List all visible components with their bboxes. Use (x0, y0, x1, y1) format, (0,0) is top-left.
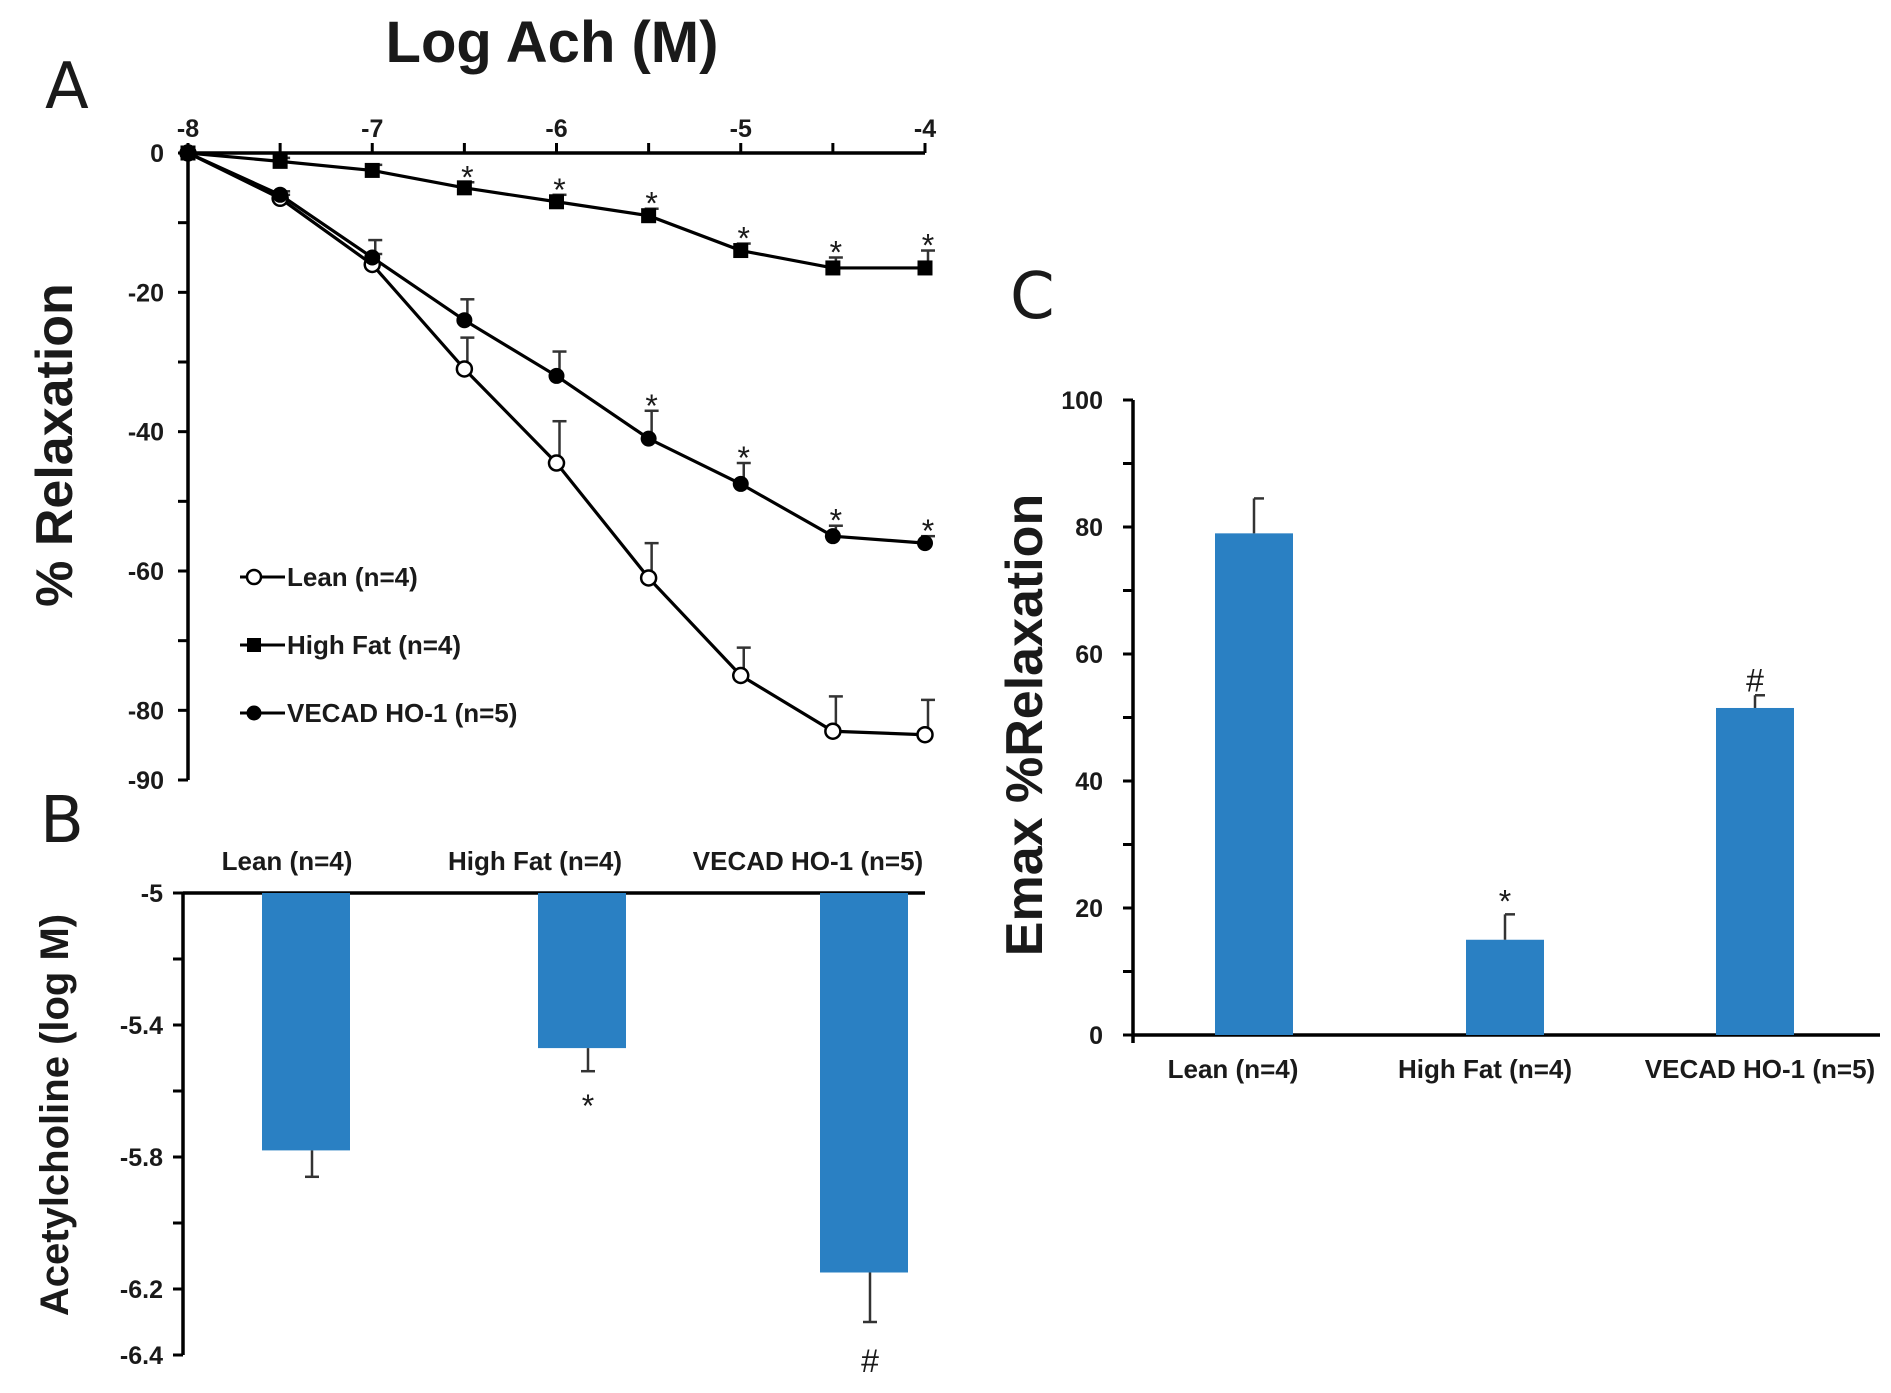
panel-a-y-tick-label: -40 (128, 419, 164, 447)
panel-a-point-open-circle (824, 722, 842, 740)
panel-c-y-tick-label: 40 (1075, 768, 1103, 796)
panel-a-significance-mark: * (922, 513, 934, 549)
panel-a-significance-mark: * (922, 228, 934, 264)
panel-a-significance-mark: * (461, 159, 473, 195)
panel-a-point-filled-circle (824, 528, 841, 545)
panel-a-point-square (641, 208, 657, 224)
panel-b-category-label: Lean (n=4) (222, 846, 353, 876)
panel-a-significance-mark: * (830, 235, 842, 271)
panel-c-bar-chart: Emax %Relaxation 0 20 40 60 80 100 Lean (n=4) H… (996, 387, 1880, 1084)
panel-c-bar (1466, 939, 1544, 1035)
legend-marker-square (247, 638, 261, 652)
panel-c-category-label: VECAD HO-1 (n=5) (1645, 1054, 1875, 1084)
panel-a-point-square (733, 243, 749, 259)
panel-a-significance-mark: * (738, 221, 750, 257)
panel-c-significance-mark: # (1746, 662, 1764, 698)
panel-a-x-tick-label: -6 (545, 115, 567, 143)
panel-a-y-tick-label: -60 (128, 558, 164, 586)
panel-b-y-axis-title: Acetylcholine (log M) (33, 914, 77, 1316)
panel-a-point-open-circle (732, 666, 750, 685)
panel-a-point-square (272, 153, 288, 169)
panel-a-legend: Lean (n=4) High Fat (n=4) VECAD HO-1 (n=5) (240, 562, 517, 728)
panel-a-point-filled-circle (548, 367, 565, 384)
panel-c-y-tick-label: 20 (1075, 895, 1103, 923)
panel-a-point-filled-circle (732, 475, 749, 492)
panel-a-x-tick-label: -8 (177, 115, 199, 143)
panel-a-x-axis-title: Log Ach (M) (386, 10, 719, 75)
panel-c-bar (1716, 707, 1794, 1035)
legend-label: High Fat (n=4) (287, 630, 461, 660)
panel-b-y-tick-label: -6.4 (120, 1342, 163, 1370)
panel-a-line-chart: Log Ach (M) % Relaxation -8 -7 -6 -5 -40-20-… (26, 10, 936, 795)
legend-marker-filled-circle (246, 705, 262, 721)
panel-a-point-square (364, 162, 380, 178)
panel-b-category-label: VECAD HO-1 (n=5) (693, 846, 923, 876)
panel-a-point-filled-circle (917, 535, 933, 552)
panel-b-bar (820, 893, 908, 1273)
panel-b-y-tick-label: -5 (141, 880, 163, 908)
panel-c-category-label: High Fat (n=4) (1398, 1054, 1572, 1084)
panel-label-b: B (40, 784, 84, 858)
panel-b-significance-mark: * (582, 1088, 594, 1124)
panel-c-category-label: Lean (n=4) (1168, 1054, 1299, 1084)
panel-a-x-tick-label: -4 (914, 115, 936, 143)
panel-b-bar (538, 893, 626, 1049)
panel-a-x-tick-label: -5 (730, 115, 752, 143)
panel-a-point-open-circle (639, 569, 658, 587)
panel-b-y-tick-label: -6.2 (120, 1276, 163, 1304)
panel-a-point-square (456, 180, 472, 196)
panel-a-significance-mark: * (738, 440, 750, 476)
legend-label: Lean (n=4) (287, 562, 418, 592)
panel-label-c: C (1010, 260, 1055, 334)
panel-a-significance-mark: * (553, 172, 565, 208)
panel-a-point-square (917, 260, 933, 276)
panel-a-point-filled-circle (272, 186, 289, 203)
legend-label: VECAD HO-1 (n=5) (287, 698, 517, 728)
panel-b-bar-chart: Acetylcholine (log M) Lean (n=4) High Fat… (33, 846, 925, 1379)
panel-a-point-filled-circle (456, 312, 473, 329)
panel-a-y-axis-title: % Relaxation (26, 283, 84, 607)
panel-b-significance-mark: # (861, 1343, 879, 1379)
panel-a-x-tick-label: -7 (361, 115, 383, 143)
panel-c-y-tick-label: 80 (1075, 514, 1103, 542)
panel-a-significance-mark: * (645, 186, 657, 222)
panel-a-point-filled-circle (364, 249, 381, 266)
panel-b-y-tick-label: -5.8 (120, 1144, 163, 1172)
panel-a-point-square (825, 260, 841, 276)
panel-a-point-open-circle (455, 360, 474, 378)
panel-c-y-axis-title: Emax %Relaxation (996, 494, 1054, 956)
panel-a-point-filled-circle (180, 145, 196, 161)
panel-a-y-tick-label: -80 (128, 697, 164, 725)
panel-a-y-tick-label: -90 (128, 767, 164, 795)
panel-a-significance-mark: * (645, 388, 657, 424)
panel-c-y-tick-label: 60 (1075, 641, 1103, 669)
panel-b-bar (262, 893, 350, 1151)
panel-a-point-open-circle (547, 454, 566, 472)
panel-label-a: A (45, 50, 89, 124)
panel-c-significance-mark: * (1499, 883, 1511, 919)
panel-b-category-label: High Fat (n=4) (448, 846, 622, 876)
legend-marker-open-circle (245, 568, 263, 586)
panel-a-point-filled-circle (640, 430, 657, 447)
panel-a-point-square (549, 194, 564, 210)
panel-a-point-open-circle (916, 725, 934, 744)
panel-c-y-tick-label: 100 (1061, 387, 1103, 415)
panel-c-y-tick-label: 0 (1089, 1022, 1103, 1050)
panel-c-bar (1215, 533, 1293, 1035)
panel-a-y-tick-label: -20 (128, 279, 164, 307)
panel-b-y-tick-label: -5.4 (120, 1012, 163, 1040)
panel-a-significance-mark: * (830, 503, 842, 539)
panel-a-y-tick-label: 0 (150, 140, 164, 168)
